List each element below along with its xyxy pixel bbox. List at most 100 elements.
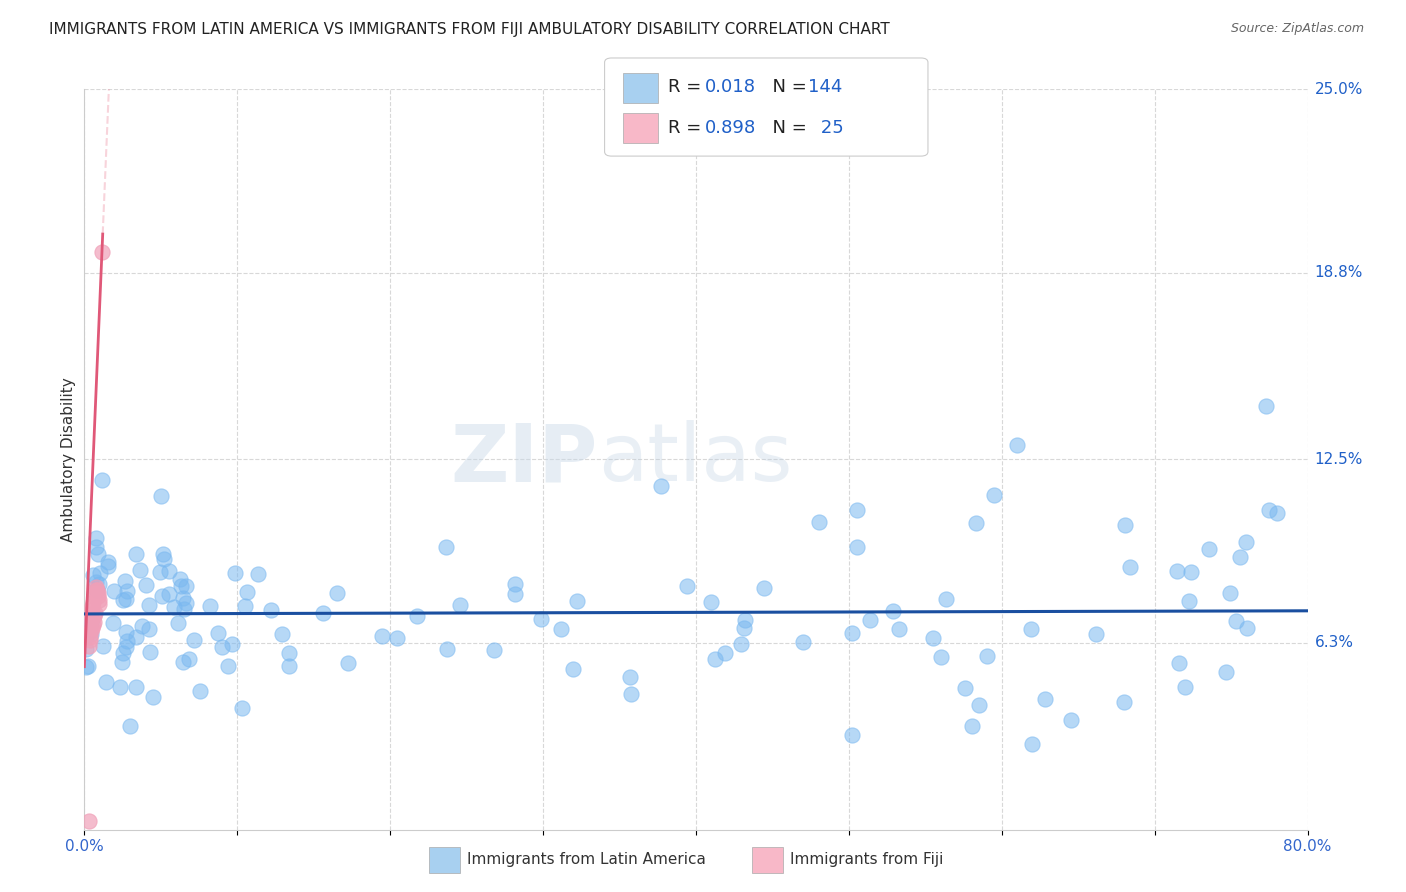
Text: R =: R = xyxy=(668,78,707,96)
Point xyxy=(1166,564,1188,578)
Point xyxy=(841,728,863,742)
Point xyxy=(221,637,243,651)
Point xyxy=(387,631,409,645)
Point xyxy=(1236,535,1258,549)
Point xyxy=(449,598,471,612)
Point xyxy=(1265,506,1288,520)
Point xyxy=(311,606,333,620)
Text: ZIP: ZIP xyxy=(451,420,598,499)
Point xyxy=(703,651,725,665)
Point xyxy=(336,656,359,670)
Point xyxy=(845,502,868,516)
Point xyxy=(163,599,186,614)
Point xyxy=(118,719,141,733)
Point xyxy=(177,652,200,666)
Point xyxy=(231,701,253,715)
Point xyxy=(1225,614,1247,628)
Point xyxy=(167,615,190,630)
Point xyxy=(125,630,148,644)
Point xyxy=(87,589,110,603)
Point xyxy=(86,531,108,545)
Point xyxy=(482,643,505,657)
Point xyxy=(153,552,176,566)
Point xyxy=(207,626,229,640)
Point xyxy=(260,603,283,617)
Point xyxy=(83,615,105,630)
Point xyxy=(730,637,752,651)
Point xyxy=(135,577,157,591)
Point xyxy=(89,566,111,580)
Point xyxy=(929,649,952,664)
Point xyxy=(82,594,104,608)
Point xyxy=(84,540,107,554)
Point xyxy=(149,489,172,503)
Point xyxy=(84,574,107,589)
Y-axis label: Ambulatory Disability: Ambulatory Disability xyxy=(60,377,76,541)
Point xyxy=(436,540,458,554)
Point xyxy=(1114,695,1136,709)
Point xyxy=(96,558,118,573)
Point xyxy=(1198,542,1220,557)
Point xyxy=(1005,437,1028,451)
Point xyxy=(235,599,257,613)
Point xyxy=(138,645,160,659)
Point xyxy=(211,640,233,655)
Point xyxy=(79,627,101,641)
Point xyxy=(157,565,180,579)
Point xyxy=(80,624,103,639)
Text: IMMIGRANTS FROM LATIN AMERICA VS IMMIGRANTS FROM FIJI AMBULATORY DISABILITY CORR: IMMIGRANTS FROM LATIN AMERICA VS IMMIGRA… xyxy=(49,22,890,37)
Point xyxy=(845,540,868,554)
Point xyxy=(1219,586,1241,600)
Text: N =: N = xyxy=(761,119,813,136)
Point xyxy=(103,615,125,630)
Point xyxy=(955,681,977,695)
Point xyxy=(138,623,160,637)
Point xyxy=(1035,692,1057,706)
Point xyxy=(217,658,239,673)
Point xyxy=(887,622,910,636)
Text: atlas: atlas xyxy=(598,420,793,499)
Point xyxy=(111,655,134,669)
Point xyxy=(138,599,160,613)
Text: 6.3%: 6.3% xyxy=(1315,635,1354,650)
Point xyxy=(172,591,194,605)
Point xyxy=(503,577,526,591)
Text: 25.0%: 25.0% xyxy=(1315,82,1362,96)
Point xyxy=(922,632,945,646)
Point xyxy=(82,618,104,632)
Point xyxy=(983,488,1005,502)
Point xyxy=(967,698,990,713)
Point xyxy=(752,581,775,595)
Point xyxy=(271,626,294,640)
Point xyxy=(82,621,104,635)
Point xyxy=(277,646,299,660)
Point xyxy=(115,640,138,654)
Point xyxy=(1114,517,1136,532)
Point xyxy=(114,625,136,640)
Point xyxy=(83,609,105,624)
Point xyxy=(976,648,998,663)
Text: Immigrants from Latin America: Immigrants from Latin America xyxy=(467,853,706,867)
Point xyxy=(97,555,120,569)
Point xyxy=(87,547,110,561)
Point xyxy=(675,579,697,593)
Point xyxy=(83,589,105,603)
Point xyxy=(89,598,111,612)
Point xyxy=(77,814,100,828)
Point xyxy=(224,566,246,580)
Point xyxy=(157,587,180,601)
Point xyxy=(76,659,98,673)
Point xyxy=(150,589,173,603)
Point xyxy=(247,567,270,582)
Point xyxy=(75,629,97,643)
Point xyxy=(1174,681,1197,695)
Point xyxy=(935,592,957,607)
Text: 12.5%: 12.5% xyxy=(1315,452,1362,467)
Point xyxy=(436,642,458,657)
Point xyxy=(1215,665,1237,680)
Point xyxy=(79,621,101,635)
Point xyxy=(75,660,97,674)
Point xyxy=(75,642,97,657)
Point xyxy=(115,633,138,648)
Point xyxy=(128,563,150,577)
